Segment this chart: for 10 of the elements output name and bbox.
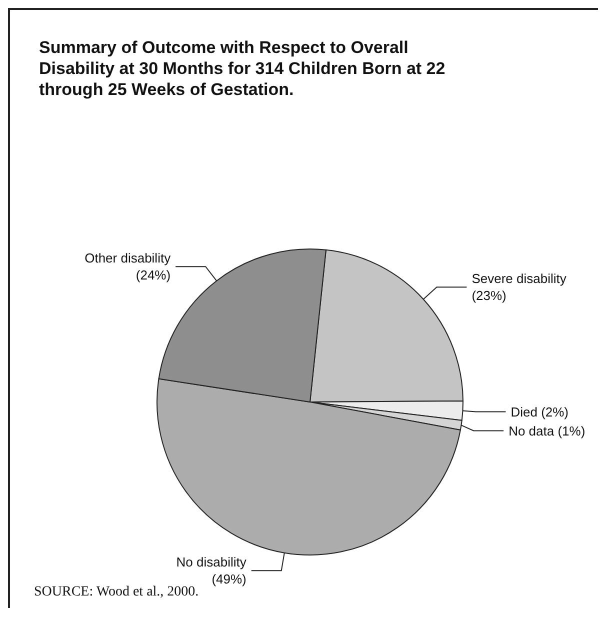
data-label: (23%) <box>472 288 506 304</box>
chart-title: Summary of Outcome with Respect to Overall Disability at 30 Months for 314 Children Born at 22 through 25 Weeks of Gestation. <box>39 38 450 99</box>
slice-label: Severe disability <box>472 271 567 286</box>
slice-label: Other disability <box>84 250 172 266</box>
slice-label: No data (1%) <box>508 423 586 438</box>
source-note: SOURCE: Wood et al., 2000. <box>34 584 199 600</box>
slice-label: Died (2%) <box>510 404 569 420</box>
slice-label: No disability <box>176 554 247 570</box>
data-label: (49%) <box>212 572 246 587</box>
data-label: (24%) <box>136 268 171 283</box>
